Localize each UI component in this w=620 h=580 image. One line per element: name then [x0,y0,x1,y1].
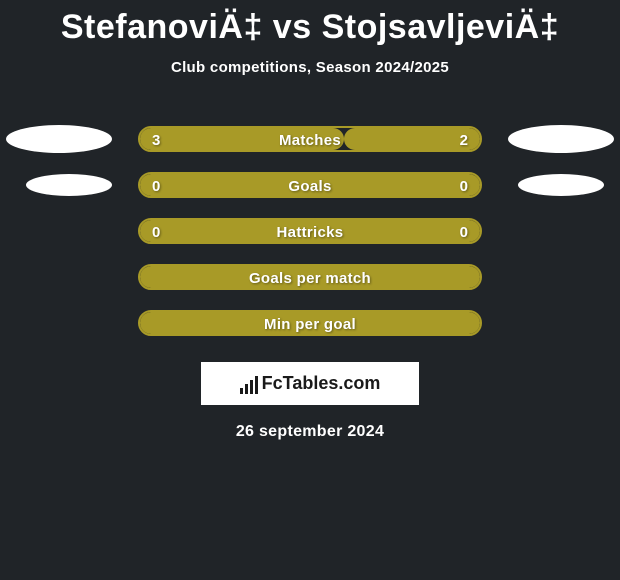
player-ellipse-right [508,125,614,153]
stat-row: 32Matches [0,116,620,162]
stat-row: Goals per match [0,254,620,300]
fctables-logo: FcTables.com [240,373,381,394]
subtitle: Club competitions, Season 2024/2025 [0,59,620,76]
chart-icon [240,374,258,394]
logo-suffix: .com [338,373,380,393]
stats-rows: 32Matches 00Goals 00Hattricks Goals per mat… [0,116,620,346]
logo-box: FcTables.com [201,362,419,405]
logo-text: FcTables.com [262,373,381,394]
stat-label: Goals per match [140,266,480,290]
player-ellipse-right [518,174,604,196]
stat-label: Min per goal [140,312,480,336]
stat-bar: 32Matches [138,126,482,152]
date-label: 26 september 2024 [0,423,620,441]
page-title: StefanoviÄ‡ vs StojsavljeviÄ‡ [0,0,620,47]
stat-bar: 00Hattricks [138,218,482,244]
logo-main: Tables [283,373,339,393]
player-ellipse-left [6,125,112,153]
stat-bar: 00Goals [138,172,482,198]
stat-label: Goals [140,174,480,198]
stat-row: 00Hattricks [0,208,620,254]
stat-row: Min per goal [0,300,620,346]
stat-bar: Min per goal [138,310,482,336]
stat-bar: Goals per match [138,264,482,290]
stat-row: 00Goals [0,162,620,208]
player-ellipse-left [26,174,112,196]
stat-label: Hattricks [140,220,480,244]
stat-label: Matches [140,128,480,152]
logo-prefix: Fc [262,373,283,393]
